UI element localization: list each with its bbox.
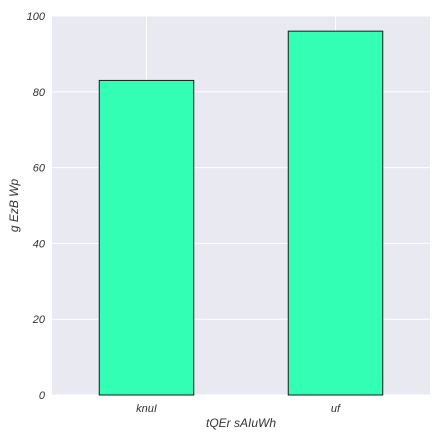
y-tick-label: 0 xyxy=(39,390,46,402)
x-tick-label: knuI xyxy=(136,403,157,415)
y-axis-label: g EzB Wp xyxy=(7,179,21,233)
y-tick-label: 100 xyxy=(27,11,46,23)
bar-uf xyxy=(287,30,384,396)
y-axis-ticks: 0 20 40 60 80 100 xyxy=(27,11,46,402)
y-tick-label: 40 xyxy=(33,238,46,250)
x-tick-label: uf xyxy=(331,403,341,415)
y-tick-label: 20 xyxy=(32,314,46,326)
y-tick-label: 60 xyxy=(33,163,46,175)
bars xyxy=(98,30,384,396)
bar-knuI xyxy=(98,79,195,396)
x-axis-label: tQEr sAIuWh xyxy=(206,416,276,430)
x-axis-ticks: knuI uf xyxy=(136,403,341,415)
y-tick-label: 80 xyxy=(33,87,46,99)
